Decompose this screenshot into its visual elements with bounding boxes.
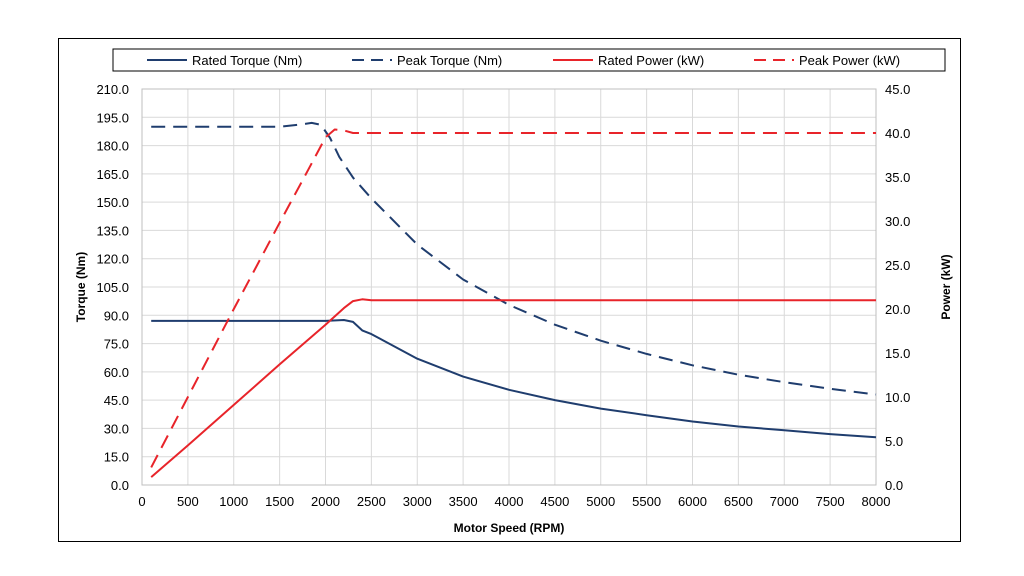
left-tick-label: 165.0 (96, 167, 129, 182)
left-tick-label: 150.0 (96, 195, 129, 210)
right-tick-label: 20.0 (885, 302, 910, 317)
right-axis-label: Power (kW) (939, 254, 953, 319)
left-tick-label: 180.0 (96, 139, 129, 154)
legend-label: Peak Power (kW) (799, 53, 900, 68)
x-tick-label: 2500 (357, 494, 386, 509)
x-tick-label: 7000 (770, 494, 799, 509)
right-tick-label: 30.0 (885, 214, 910, 229)
x-tick-label: 3500 (449, 494, 478, 509)
right-tick-label: 5.0 (885, 434, 903, 449)
gridlines (141, 88, 877, 486)
x-tick-label: 3000 (403, 494, 432, 509)
series-line-peak-power-kw (150, 128, 876, 468)
x-tick-label: 1500 (265, 494, 294, 509)
left-tick-label: 30.0 (104, 421, 129, 436)
legend-label: Rated Power (kW) (598, 53, 704, 68)
legend: Rated Torque (Nm) Peak Torque (Nm) Rated P… (112, 48, 946, 72)
x-tick-label: 2000 (311, 494, 340, 509)
right-tick-label: 45.0 (885, 82, 910, 97)
left-tick-label: 105.0 (96, 280, 129, 295)
x-tick-label: 1000 (219, 494, 248, 509)
series-line-rated-power-kw (150, 298, 876, 478)
left-tick-label: 75.0 (104, 337, 129, 352)
left-tick-label: 90.0 (104, 308, 129, 323)
right-tick-label: 15.0 (885, 346, 910, 361)
right-tick-label: 35.0 (885, 170, 910, 185)
x-tick-label: 6000 (678, 494, 707, 509)
left-tick-label: 60.0 (104, 365, 129, 380)
left-tick-label: 135.0 (96, 223, 129, 238)
chart-svg: 0.0 15.0 30.0 45.0 60.0 75.0 90.0 105.0 120.0 135… (74, 48, 953, 535)
right-tick-label: 10.0 (885, 390, 910, 405)
series-line-peak-torque-nm (151, 121, 877, 396)
x-tick-label: 4500 (540, 494, 569, 509)
left-tick-label: 120.0 (96, 252, 129, 267)
chart-frame: 0.0 15.0 30.0 45.0 60.0 75.0 90.0 105.0 120.0 135… (58, 38, 961, 542)
x-tick-label: 7500 (816, 494, 845, 509)
left-tick-label: 210.0 (96, 82, 129, 97)
left-tick-label: 0.0 (111, 478, 129, 493)
x-axis-label: Motor Speed (RPM) (454, 521, 565, 535)
left-axis-ticks: 0.0 15.0 30.0 45.0 60.0 75.0 90.0 105.0 120.0 135… (96, 82, 129, 493)
legend-label: Peak Torque (Nm) (397, 53, 502, 68)
legend-label: Rated Torque (Nm) (192, 53, 302, 68)
right-tick-label: 0.0 (885, 478, 903, 493)
x-tick-label: 5500 (632, 494, 661, 509)
x-tick-label: 6500 (724, 494, 753, 509)
right-tick-label: 25.0 (885, 258, 910, 273)
x-tick-label: 8000 (862, 494, 891, 509)
left-tick-label: 195.0 (96, 110, 129, 125)
legend-box (112, 48, 946, 72)
series-line-rated-torque-nm (151, 319, 877, 439)
x-tick-label: 5000 (586, 494, 615, 509)
x-axis-ticks: 0 500 1000 1500 2000 2500 3000 3500 4000 4500 5000… (138, 494, 890, 509)
right-tick-label: 40.0 (885, 126, 910, 141)
x-tick-label: 4000 (495, 494, 524, 509)
left-axis-label: Torque (Nm) (74, 252, 88, 322)
right-axis-ticks: 0.0 5.0 10.0 15.0 20.0 25.0 30.0 35.0 40.0 45.0 (885, 82, 910, 493)
x-tick-label: 500 (177, 494, 199, 509)
plot-area (141, 88, 877, 486)
x-tick-label: 0 (138, 494, 145, 509)
series-layer (150, 121, 877, 478)
left-tick-label: 15.0 (104, 450, 129, 465)
left-tick-label: 45.0 (104, 393, 129, 408)
